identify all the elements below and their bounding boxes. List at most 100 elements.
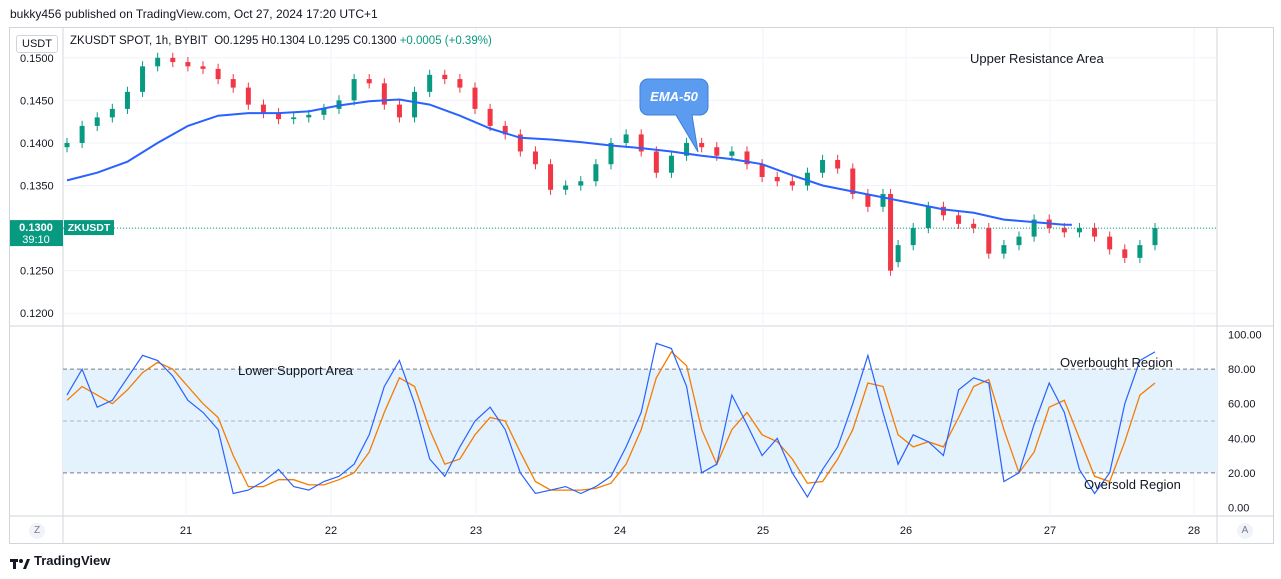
candle xyxy=(185,62,191,67)
stoch-tick-label: 60.00 xyxy=(1228,399,1256,411)
candle xyxy=(638,134,644,152)
currency-label[interactable]: USDT xyxy=(16,35,58,53)
candle xyxy=(1016,236,1022,246)
candle xyxy=(321,108,327,115)
stoch-tick-label: 100.00 xyxy=(1228,330,1262,342)
stoch-tick-label: 20.00 xyxy=(1228,468,1256,480)
x-tick-label: 26 xyxy=(900,525,912,537)
x-tick-label: 22 xyxy=(325,525,337,537)
candle xyxy=(1076,228,1082,233)
legend-change: +0.0005 (+0.39%) xyxy=(399,35,492,47)
candle xyxy=(230,79,236,88)
x-tick-label: 23 xyxy=(470,525,482,537)
candle xyxy=(427,74,433,92)
candle xyxy=(155,57,161,67)
price-tick-label: 0.1350 xyxy=(20,181,54,193)
candle xyxy=(668,155,674,173)
auto-scale-left-button[interactable]: Z xyxy=(29,523,45,539)
candle xyxy=(1001,245,1007,254)
brand-text: TradingView xyxy=(34,553,111,568)
candle xyxy=(260,104,266,114)
ema-callout-label: EMA-50 xyxy=(650,89,698,104)
candle xyxy=(653,151,659,173)
candle xyxy=(986,228,992,254)
candle xyxy=(94,117,100,126)
candle xyxy=(699,142,705,148)
candle xyxy=(366,79,372,84)
overbought-label: Overbought Region xyxy=(1060,355,1173,370)
legend-high: H0.1304 xyxy=(261,35,306,47)
symbol-legend: ZKUSDT SPOT, 1h, BYBIT O0.1295 H0.1304 L… xyxy=(70,35,492,47)
candle xyxy=(502,125,508,135)
candle xyxy=(880,194,886,207)
candle xyxy=(1122,249,1128,258)
x-tick-label: 28 xyxy=(1188,525,1200,537)
candle xyxy=(532,151,538,165)
candle xyxy=(888,194,894,271)
legend-close: C0.1300 xyxy=(353,35,397,47)
legend-low: L0.1295 xyxy=(308,35,350,47)
stoch-d-line xyxy=(66,350,1156,491)
candle xyxy=(291,117,297,120)
tradingview-logo-icon xyxy=(10,557,30,569)
stoch-tick-label: 80.00 xyxy=(1228,364,1256,376)
chart-frame xyxy=(9,27,1274,544)
candle xyxy=(835,159,841,169)
stoch-tick-label: 0.00 xyxy=(1228,502,1249,514)
candle xyxy=(865,194,871,207)
candle xyxy=(64,142,70,148)
ema50-line xyxy=(66,98,1072,226)
candle xyxy=(79,125,85,143)
candle xyxy=(200,66,206,69)
price-tick-label: 0.1200 xyxy=(20,308,54,320)
candle xyxy=(1152,228,1158,246)
candle xyxy=(910,228,916,246)
candle xyxy=(804,172,810,186)
candle xyxy=(850,168,856,195)
candle xyxy=(956,215,962,224)
x-tick-label: 24 xyxy=(614,525,626,537)
ema-callout-bubble xyxy=(639,78,709,153)
candle xyxy=(895,245,901,263)
candle xyxy=(517,134,523,152)
tradingview-brand[interactable]: TradingView xyxy=(10,553,111,569)
candle xyxy=(623,134,629,143)
candle xyxy=(276,113,282,120)
candle xyxy=(487,108,493,126)
candle xyxy=(1092,228,1098,237)
candle xyxy=(548,164,554,190)
candle xyxy=(351,79,357,101)
candle xyxy=(412,91,418,118)
top-bar: bukky456 published on TradingView.com, O… xyxy=(0,0,1281,28)
candle xyxy=(744,151,750,165)
candle xyxy=(306,114,312,118)
price-badge-countdown: 39:10 xyxy=(22,234,50,246)
oversold-label: Oversold Region xyxy=(1084,477,1181,492)
x-tick-label: 25 xyxy=(757,525,769,537)
candle xyxy=(472,87,478,109)
candle xyxy=(714,147,720,156)
candle xyxy=(109,108,115,118)
candle xyxy=(1107,236,1113,250)
x-tick-label: 27 xyxy=(1044,525,1056,537)
price-tick-label: 0.1450 xyxy=(20,95,54,107)
candle xyxy=(759,164,765,177)
price-tick-label: 0.1250 xyxy=(20,266,54,278)
candle xyxy=(1137,245,1143,258)
ticker-badge xyxy=(64,220,114,236)
candle xyxy=(1031,219,1037,237)
lower-support-label: Lower Support Area xyxy=(238,363,354,378)
candle xyxy=(578,181,584,186)
candle xyxy=(774,177,780,182)
candle xyxy=(563,185,569,190)
candle xyxy=(140,66,146,92)
price-badge-value: 0.1300 xyxy=(19,222,53,234)
legend-open: O0.1295 xyxy=(214,35,259,47)
stoch-k-line xyxy=(66,342,1156,499)
candle xyxy=(593,164,599,182)
legend-symbol[interactable]: ZKUSDT SPOT, 1h, BYBIT xyxy=(70,35,208,47)
candle xyxy=(381,83,387,105)
x-tick-label: 21 xyxy=(180,525,192,537)
auto-scale-right-button[interactable]: A xyxy=(1237,523,1253,539)
